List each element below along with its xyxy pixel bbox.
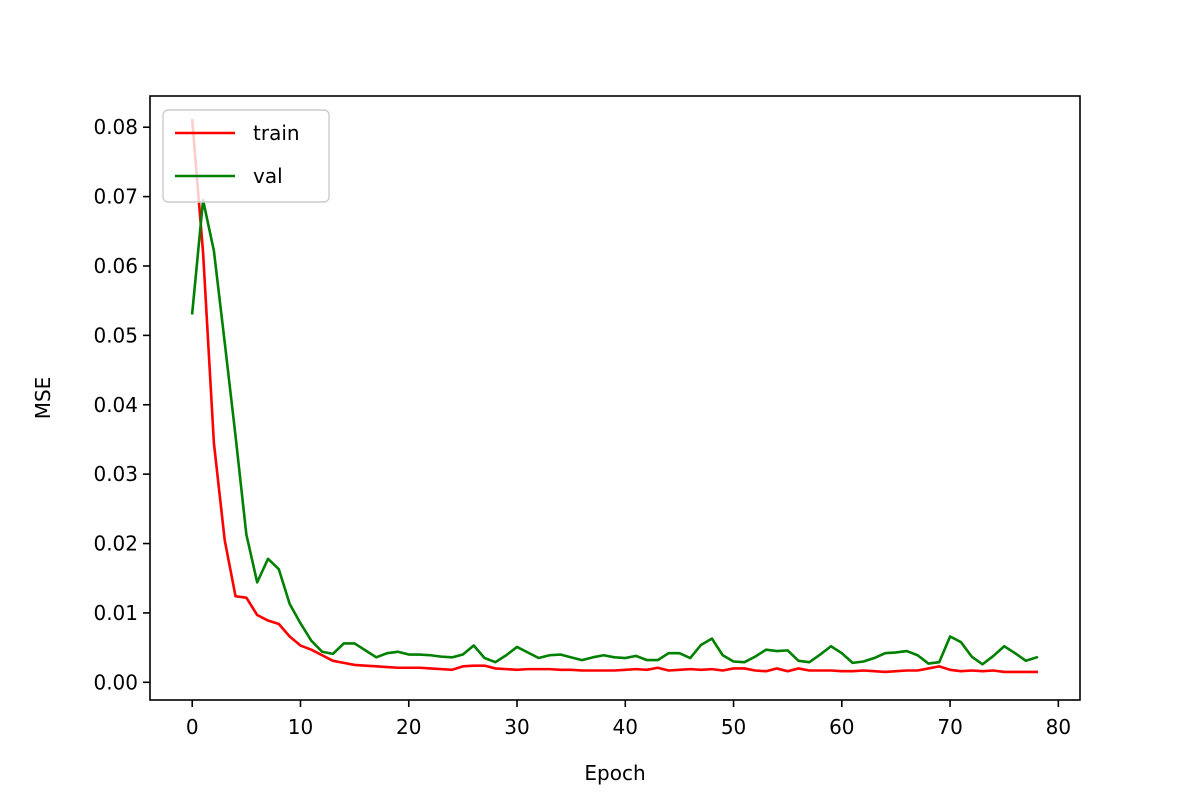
- x-axis: 0 10 20 30 40 50 60 70 80: [186, 700, 1071, 739]
- y-tick-label: 0.04: [93, 393, 138, 417]
- x-tick-label: 0: [186, 715, 199, 739]
- legend-label-val: val: [253, 164, 283, 188]
- x-tick-label: 70: [937, 715, 962, 739]
- series-layer: [190, 118, 1039, 674]
- y-tick-label: 0.02: [93, 532, 138, 556]
- legend: train val: [162, 109, 330, 203]
- y-tick-label: 0.03: [93, 462, 138, 486]
- y-tick-label: 0.08: [93, 115, 138, 139]
- x-tick-label: 60: [829, 715, 854, 739]
- y-axis: 0.00 0.01 0.02 0.03 0.04 0.05 0.06 0.07 0.08: [93, 115, 150, 694]
- series-line-train: [190, 118, 1038, 674]
- y-tick-label: 0.06: [93, 254, 138, 278]
- x-axis-label: Epoch: [584, 761, 645, 785]
- plot-area-frame: [149, 95, 1081, 701]
- x-tick-label: 20: [396, 715, 421, 739]
- x-tick-label: 10: [288, 715, 313, 739]
- legend-label-train: train: [253, 121, 300, 145]
- series-line-val: [190, 198, 1039, 666]
- y-tick-label: 0.01: [93, 601, 138, 625]
- y-tick-label: 0.05: [93, 323, 138, 347]
- x-tick-label: 40: [613, 715, 638, 739]
- x-tick-label: 50: [721, 715, 746, 739]
- legend-box: [162, 109, 330, 203]
- y-axis-label: MSE: [31, 377, 55, 420]
- x-tick-label: 80: [1046, 715, 1071, 739]
- y-tick-label: 0.07: [93, 185, 138, 209]
- x-tick-label: 30: [504, 715, 529, 739]
- y-tick-label: 0.00: [93, 670, 138, 694]
